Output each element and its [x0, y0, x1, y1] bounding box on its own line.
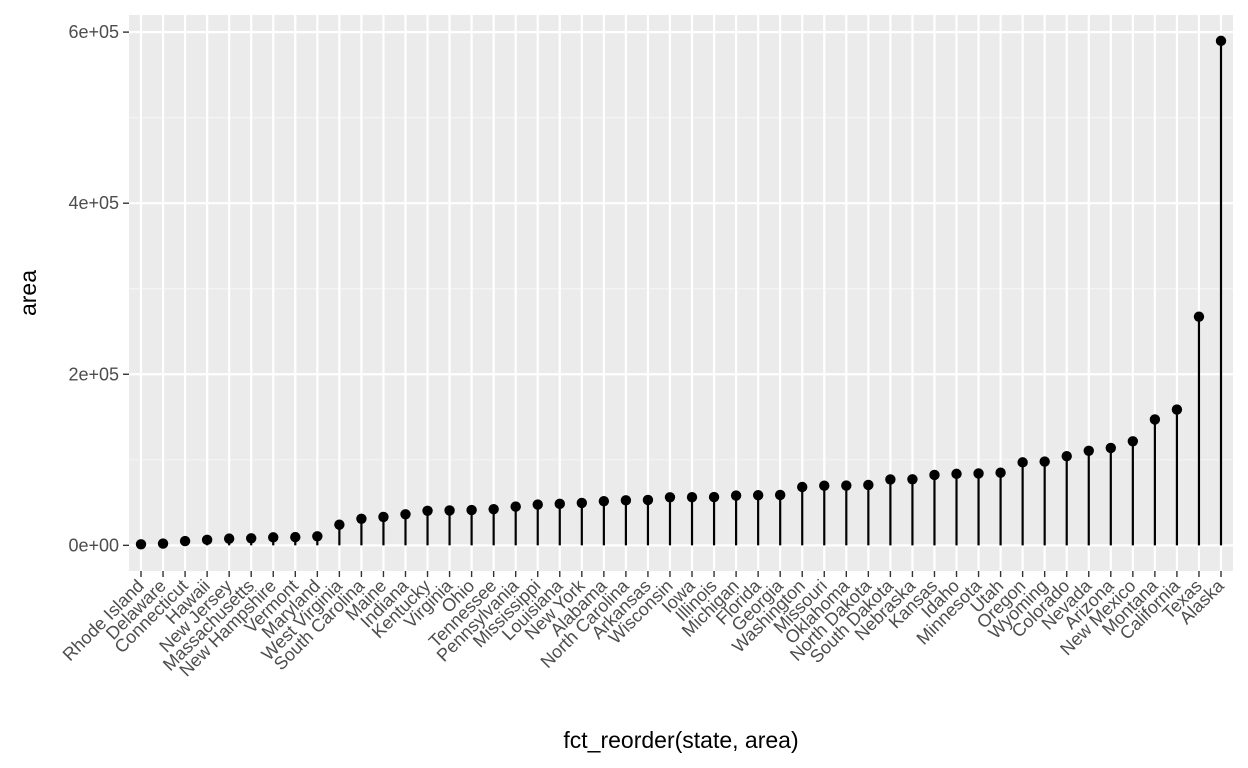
lollipop-point [1105, 442, 1116, 454]
lollipop-point [1017, 457, 1028, 468]
lollipop-point [730, 490, 742, 501]
lollipop-point [686, 491, 698, 503]
y-tick-label: 2e+05 [68, 364, 119, 384]
lollipop-point [223, 533, 235, 544]
lollipop-point [356, 513, 367, 524]
lollipop-point [179, 535, 191, 547]
y-axis-title: area [15, 270, 41, 316]
lollipop-point [201, 534, 213, 546]
lollipop-point [1083, 445, 1094, 456]
lollipop-point [290, 531, 301, 543]
lollipop-point [1039, 456, 1050, 467]
lollipop-point [400, 509, 411, 520]
lollipop-point [135, 539, 147, 550]
lollipop-point [576, 497, 588, 509]
lollipop-points [135, 35, 1227, 550]
lollipop-point [819, 480, 830, 491]
y-tick-label: 0e+00 [68, 535, 119, 555]
lollipop-point [598, 495, 610, 507]
lollipop-point [863, 479, 874, 491]
y-tick-label: 6e+05 [68, 22, 119, 42]
lollipop-point [620, 495, 632, 506]
lollipop-point [422, 505, 433, 516]
lollipop-point [1061, 450, 1072, 462]
lollipop-point [907, 474, 918, 485]
lollipop-point [995, 467, 1006, 478]
lollipop-point [1149, 414, 1161, 425]
lollipop-point [1215, 35, 1227, 47]
lollipop-point [444, 505, 455, 516]
lollipop-point [1127, 436, 1139, 447]
lollipop-point [554, 498, 565, 510]
lollipop-point [488, 504, 499, 515]
lollipop-point [973, 468, 984, 479]
lollipop-point [642, 494, 654, 506]
lollipop-point [334, 519, 345, 530]
y-tick-label: 4e+05 [68, 193, 119, 213]
lollipop-point [246, 533, 257, 544]
lollipop-point [885, 474, 896, 485]
lollipop-point [708, 491, 720, 503]
lollipop-point [157, 538, 169, 549]
lollipop-point [532, 499, 543, 510]
y-axis: 0e+00 2e+05 4e+05 6e+05 [68, 22, 129, 555]
lollipop-point [510, 501, 521, 512]
lollipop-stems [139, 40, 1223, 546]
lollipop-point [797, 481, 808, 493]
x-axis-title: fct_reorder(state, area) [563, 727, 798, 753]
x-axis: Rhode IslandDelawareConnecticutHawaiiNew… [59, 571, 1229, 680]
lollipop-point [951, 468, 962, 480]
lollipop-point [774, 489, 786, 501]
lollipop-point [312, 531, 323, 542]
lollipop-point [1171, 404, 1183, 415]
lollipop-point [929, 469, 940, 481]
lollipop-point [664, 492, 676, 503]
lollipop-point [466, 504, 477, 516]
lollipop-point [268, 532, 279, 543]
lollipop-point [378, 511, 389, 523]
lollipop-point [752, 490, 764, 501]
lollipop-point [841, 480, 852, 491]
plot-panel [129, 15, 1233, 571]
lollipop-point [1193, 311, 1205, 322]
